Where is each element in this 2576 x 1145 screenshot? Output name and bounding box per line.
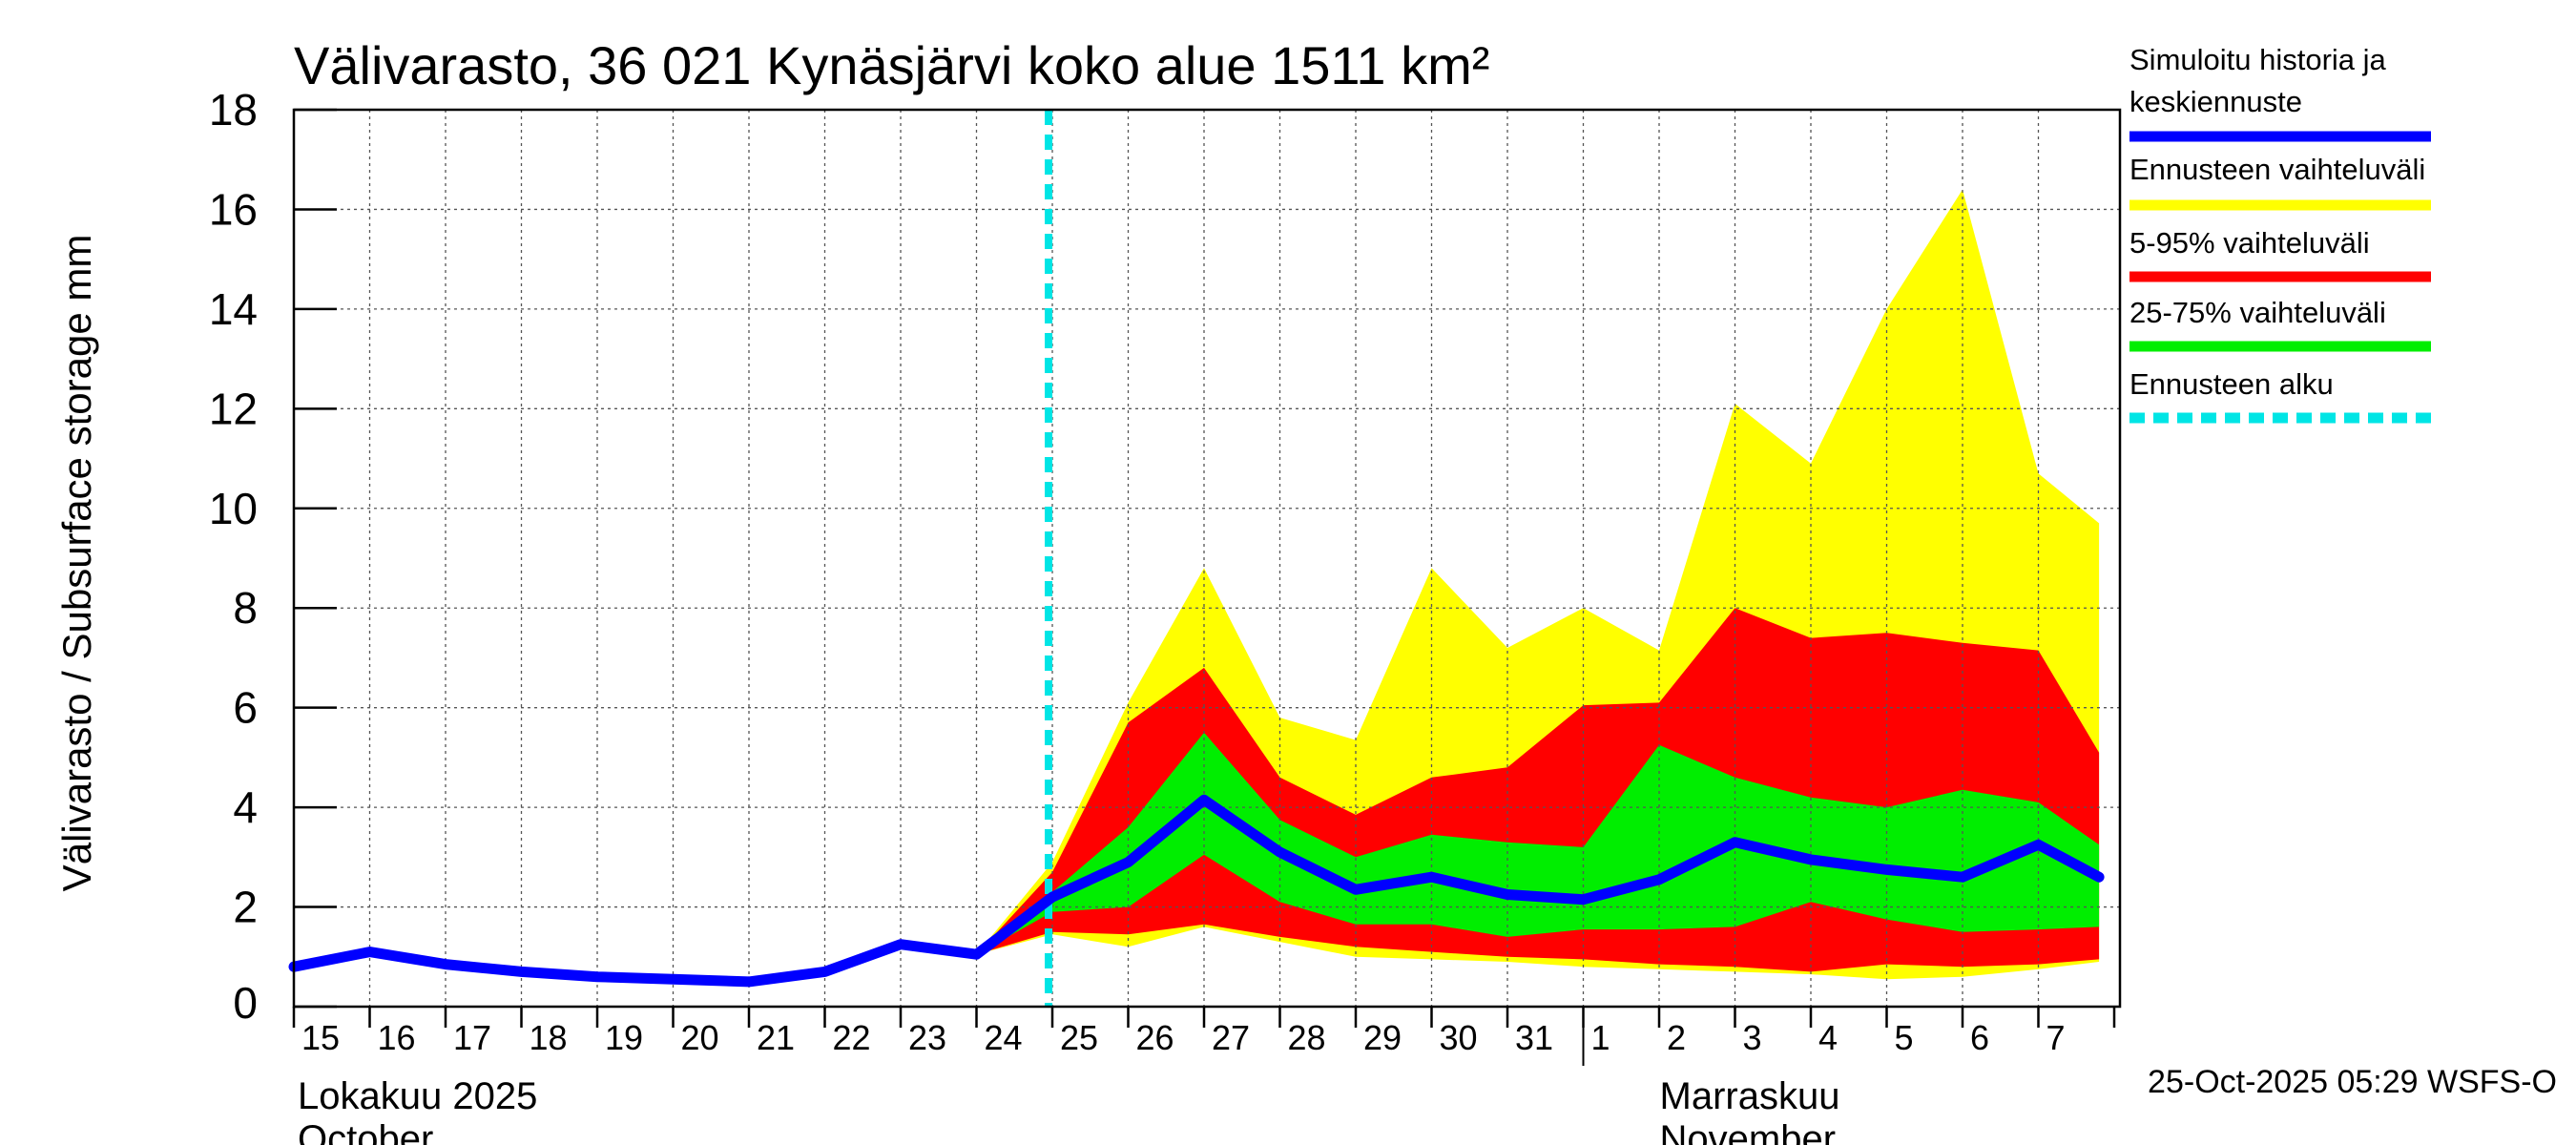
y-tick-label: 12 [209, 384, 258, 433]
x-day-label: 1 [1591, 1018, 1610, 1057]
x-day-label: 22 [833, 1018, 871, 1057]
legend-label: keskiennuste [2129, 85, 2302, 118]
series-layer [288, 794, 2105, 988]
month-label-english: November [1660, 1118, 1837, 1145]
x-day-label: 18 [530, 1018, 568, 1057]
x-day-label: 26 [1136, 1018, 1174, 1057]
month-label-english: October [298, 1118, 433, 1145]
legend: Simuloitu historia ja keskiennuste Ennuste… [2129, 43, 2431, 424]
x-day-label: 30 [1440, 1018, 1478, 1057]
y-tick-label: 2 [233, 883, 258, 932]
x-day-label: 24 [985, 1018, 1023, 1057]
x-day-label: 6 [1970, 1018, 1989, 1057]
x-day-label: 17 [453, 1018, 491, 1057]
x-day-label: 3 [1743, 1018, 1762, 1057]
y-tick-label: 4 [233, 782, 258, 832]
legend-label: 5-95% vaihteluväli [2129, 226, 2370, 260]
grid-layer [294, 109, 2120, 1007]
chart-title: Välivarasto, 36 021 Kynäsjärvi koko alue… [294, 35, 1489, 95]
y-tick-label: 18 [209, 85, 258, 135]
y-tick-label: 0 [233, 978, 258, 1028]
y-tick-label: 14 [209, 284, 258, 334]
x-day-label: 27 [1212, 1018, 1250, 1057]
plot-frame [292, 108, 2122, 1009]
legend-label: Ennusteen vaihteluväli [2129, 153, 2425, 186]
month-label-local: Marraskuu [1660, 1075, 1840, 1117]
y-tick-label: 8 [233, 583, 258, 633]
footer-timestamp: 25-Oct-2025 05:29 WSFS-O [2148, 1064, 2557, 1100]
bands-layer [976, 189, 2100, 980]
y-axis-label: Välivarasto / Subsurface storage mm [54, 235, 99, 892]
x-day-label: 16 [378, 1018, 416, 1057]
x-day-label: 31 [1515, 1018, 1553, 1057]
legend-label: Simuloitu historia ja [2129, 43, 2387, 76]
x-day-label: 25 [1060, 1018, 1098, 1057]
x-day-label: 15 [301, 1018, 340, 1057]
x-day-label: 23 [908, 1018, 946, 1057]
band-2 [976, 732, 2100, 955]
series-line-0 [288, 794, 2105, 988]
month-label-local: Lokakuu 2025 [298, 1075, 537, 1117]
x-day-label: 7 [2046, 1018, 2066, 1057]
x-day-label: 28 [1288, 1018, 1326, 1057]
x-day-label: 20 [681, 1018, 719, 1057]
y-tick-label: 16 [209, 184, 258, 234]
x-day-label: 4 [1818, 1018, 1838, 1057]
x-day-label: 29 [1363, 1018, 1402, 1057]
y-tick-label: 6 [233, 683, 258, 733]
x-day-label: 21 [757, 1018, 795, 1057]
y-tick-label: 10 [209, 484, 258, 533]
x-day-label: 5 [1895, 1018, 1914, 1057]
legend-label: 25-75% vaihteluväli [2129, 296, 2386, 329]
legend-label: Ennusteen alku [2129, 367, 2334, 401]
x-day-label: 2 [1667, 1018, 1686, 1057]
x-day-label: 19 [605, 1018, 643, 1057]
